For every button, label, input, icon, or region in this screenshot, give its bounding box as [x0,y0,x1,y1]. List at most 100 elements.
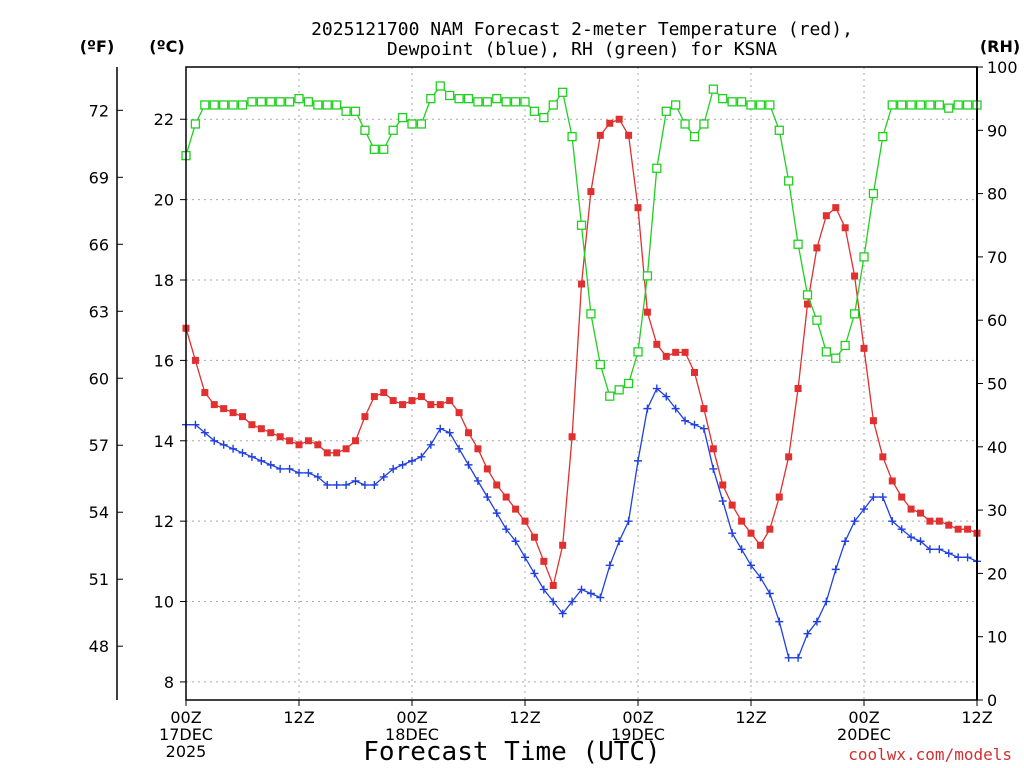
dewpoint-point [539,585,548,594]
dewpoint-point [681,416,690,425]
rh-tick-label: 90 [987,121,1007,140]
rh-point [671,100,681,110]
x-tick-label: 00Z 17DEC 2025 [159,708,213,761]
x-tick-label: 00Z 19DEC [611,708,665,744]
temperature-point [436,401,444,409]
rh-point [821,347,831,357]
temperature-point [747,529,755,537]
rh-point [388,125,398,135]
rh-point [661,106,671,116]
temperature-point [653,340,661,348]
dewpoint-point [690,420,699,429]
dewpoint-point [295,468,303,477]
rh-point [906,100,916,110]
rh-point [765,100,775,110]
dewpoint-point [445,428,454,437]
x-tick-label: 12Z [509,708,540,727]
rh-point [200,100,210,110]
temperature-point [446,397,454,405]
temperature-point [766,525,774,533]
rh-point [567,131,577,142]
dewpoint-point [266,460,275,469]
rh-point [529,106,540,116]
dewpoint-point [379,472,388,481]
x-tick-label-line: 00Z [848,708,879,727]
dewpoint-point [568,597,577,606]
rh-tick-label: 70 [987,248,1007,267]
rh-point [605,391,615,401]
x-tick-label-line: 12Z [735,708,766,727]
dewpoint-point [492,509,501,518]
rh-point [435,81,445,91]
temperature-point [634,204,642,212]
rh-point [237,100,248,110]
celsius-tick-label: 18 [154,271,174,290]
dewpoint-point [586,589,595,598]
rh-point [746,100,756,110]
dewpoint-point [794,653,803,662]
rh-point [350,106,361,116]
temperature-point [370,393,378,401]
temperature-point [606,119,614,127]
temperature-point [869,417,877,425]
rh-point [755,100,766,110]
fahrenheit-tick-label: 48 [89,637,109,656]
dewpoint-point [436,424,445,433]
temperature-point [549,581,557,589]
temperature-point [596,131,604,139]
temperature-point [898,493,906,501]
rh-point [934,100,944,110]
temperature-point [314,441,322,449]
dewpoint-point [511,537,520,546]
temperature-series [182,115,981,589]
title-line-1: 2025121700 NAM Forecast 2-meter Temperat… [311,19,853,40]
temperature-point [352,437,359,445]
dewpoint-point [935,545,944,554]
dewpoint-point [521,553,529,562]
rh-point [812,315,822,325]
dewpoint-point [615,537,624,546]
dewpoint-point [860,505,868,514]
rh-tick-label: 10 [987,628,1007,647]
temperature-point [775,493,783,501]
x-tick-label-line: 19DEC [611,725,665,744]
rh-point [284,97,295,107]
temperature-point [295,441,303,449]
temperature-point [559,541,567,549]
dewpoint-point [803,629,812,638]
x-tick-label-line: 12Z [509,708,540,727]
dewpoint-point [888,517,897,526]
dewpoint-point [577,585,586,594]
temperature-point [926,517,934,525]
rh-point [247,97,257,107]
x-tick-label-line: 17DEC [159,725,213,744]
dewpoint-point [332,480,341,489]
rh-point [962,100,973,110]
dewpoint-point [549,597,558,606]
rh-point [322,100,332,110]
fahrenheit-unit-label: (ºF) [80,37,115,56]
rh-point [586,309,596,319]
rh-axis: 0 10 20 30 40 50 60 70 80 90 100 [976,58,1018,710]
temperature-point [502,493,510,501]
plot-frame [185,66,978,701]
rh-point [849,309,860,319]
dewpoint-point [200,428,209,437]
gridlines [186,67,977,700]
dewpoint-point [878,493,887,502]
temperature-point [474,445,482,453]
rh-point [294,94,304,104]
rh-point [558,87,568,97]
rh-point [576,220,587,230]
temperature-point [625,131,633,139]
celsius-axis: 8 10 12 14 16 18 20 22 [154,110,186,692]
rh-tick-label: 50 [987,375,1007,394]
temperature-point [954,525,962,533]
temperature-point [964,525,972,533]
dewpoint-point [408,456,416,465]
dewpoint-point [784,653,793,662]
dewpoint-point [370,480,379,489]
dewpoint-point [812,617,821,626]
rh-point [482,97,492,107]
temperature-point [794,385,802,393]
